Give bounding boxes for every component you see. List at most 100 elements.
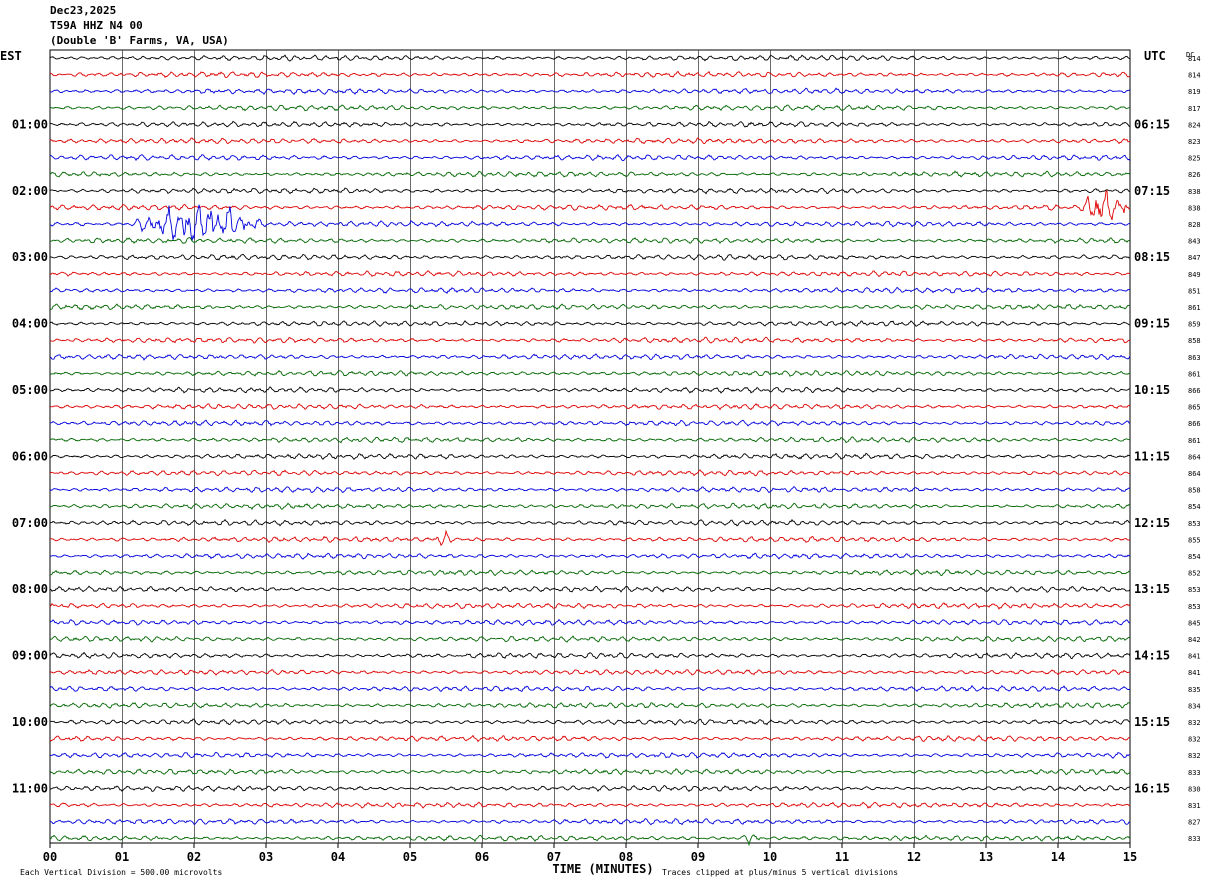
dc-offset-label: 855 (1188, 536, 1201, 544)
station-code: T59A HHZ N4 00 (50, 19, 143, 32)
x-tick-label: 05 (403, 850, 417, 864)
dc-offset-label: 866 (1188, 420, 1201, 428)
trace-line (50, 419, 1131, 427)
x-axis-title: TIME (MINUTES) (552, 862, 653, 876)
dc-offset-label: 825 (1188, 155, 1201, 163)
trace-line (49, 320, 1131, 328)
dc-offset-label: 817 (1188, 105, 1201, 113)
trace-line (49, 784, 1131, 793)
trace-line (49, 286, 1130, 294)
dc-offset-label: 853 (1188, 520, 1201, 528)
dc-offset-label: 833 (1188, 835, 1201, 843)
trace-line (49, 54, 1131, 62)
trace-line (49, 386, 1130, 394)
station-location: (Double 'B' Farms, VA, USA) (50, 34, 229, 47)
right-time-label: 11:15 (1134, 449, 1170, 463)
trace-line (49, 768, 1131, 776)
trace-line (49, 187, 1131, 195)
dc-offset-label: 814 (1188, 55, 1201, 63)
trace-line (49, 452, 1131, 460)
trace-line (49, 552, 1131, 560)
left-time-label: 02:00 (12, 184, 48, 198)
dc-offset-label: 832 (1188, 719, 1201, 727)
trace-line (50, 204, 1131, 242)
dc-offset-label: 854 (1188, 503, 1201, 511)
dc-offset-label: 814 (1188, 72, 1201, 80)
trace-line (49, 518, 1131, 527)
trace-line (49, 353, 1131, 361)
trace-line (49, 702, 1131, 709)
x-tick-label: 07 (547, 850, 561, 864)
right-time-label: 15:15 (1134, 715, 1170, 729)
dc-offset-label: 854 (1188, 553, 1201, 561)
dc-offset-label: 824 (1188, 121, 1201, 129)
dc-offset-label: 861 (1188, 437, 1201, 445)
vertical-scale-note: Each Vertical Division = 500.00 microvol… (20, 868, 222, 877)
trace-line (49, 718, 1131, 726)
dc-offset-label: 828 (1188, 221, 1201, 229)
x-tick-label: 08 (619, 850, 633, 864)
left-timezone-label: EST (0, 49, 22, 63)
trace-line (49, 137, 1131, 145)
dc-offset-label: 842 (1188, 636, 1201, 644)
trace-line (49, 751, 1131, 759)
dc-offset-label: 834 (1188, 702, 1201, 710)
trace-line (49, 734, 1131, 743)
dc-offset-label: 847 (1188, 254, 1201, 262)
right-timezone-label: UTC (1144, 49, 1166, 63)
dc-offset-label: 823 (1188, 138, 1201, 146)
trace-line (49, 618, 1131, 626)
plot-date: Dec23,2025 (50, 4, 117, 17)
x-tick-label: 02 (187, 850, 201, 864)
trace-line (49, 569, 1131, 577)
dc-offset-label: 835 (1188, 686, 1201, 694)
trace-line (49, 403, 1131, 411)
plot-grid (49, 49, 1131, 848)
x-tick-label: 04 (331, 850, 345, 864)
x-tick-label: 13 (979, 850, 993, 864)
dc-offset-label: 838 (1188, 204, 1201, 212)
left-time-label: 06:00 (12, 449, 48, 463)
trace-line (49, 104, 1131, 112)
dc-offset-label: 861 (1188, 304, 1201, 312)
left-time-label: 03:00 (12, 250, 48, 264)
trace-line (49, 237, 1131, 245)
trace-line (49, 801, 1131, 809)
seismic-traces (49, 54, 1131, 847)
trace-line (49, 469, 1131, 477)
dc-offset-label: 865 (1188, 404, 1201, 412)
dc-offset-label: 841 (1188, 653, 1201, 661)
trace-line (49, 87, 1131, 95)
dc-offset-label: 827 (1188, 819, 1201, 827)
x-tick-label: 14 (1051, 850, 1065, 864)
trace-line (50, 154, 1131, 162)
trace-line (49, 502, 1131, 511)
trace-line (49, 270, 1131, 278)
dc-offset-label: 833 (1188, 769, 1201, 777)
dc-offset-label: 819 (1188, 88, 1201, 96)
dc-column-label: DC (1186, 51, 1194, 59)
right-time-label: 09:15 (1134, 317, 1170, 331)
left-time-label: 08:00 (12, 582, 48, 596)
dc-offset-label: 861 (1188, 370, 1201, 378)
trace-line (50, 369, 1131, 377)
left-time-label: 04:00 (12, 317, 48, 331)
dc-offset-label: 851 (1188, 287, 1201, 295)
dc-offset-label: 853 (1188, 603, 1201, 611)
x-tick-label: 12 (907, 850, 921, 864)
x-tick-label: 10 (763, 850, 777, 864)
dc-offset-label: 858 (1188, 337, 1201, 345)
dc-offset-label: 826 (1188, 171, 1201, 179)
x-tick-label: 03 (259, 850, 273, 864)
trace-line (49, 684, 1131, 693)
dc-offset-label: 863 (1188, 354, 1201, 362)
trace-line (49, 485, 1131, 494)
trace-line (49, 170, 1131, 178)
plot-frame (49, 49, 1131, 844)
left-time-label: 05:00 (12, 383, 48, 397)
trace-line (49, 120, 1131, 128)
right-time-label: 07:15 (1134, 184, 1170, 198)
right-time-label: 16:15 (1134, 781, 1170, 795)
dc-offset-label: 832 (1188, 752, 1201, 760)
dc-offset-label: 866 (1188, 387, 1201, 395)
